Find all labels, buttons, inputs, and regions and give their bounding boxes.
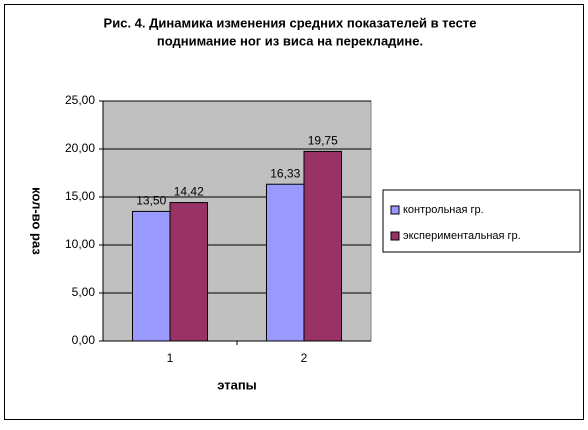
- value-label: 16,33: [270, 166, 300, 180]
- legend-swatch: [390, 205, 400, 215]
- legend-label: экспериментальная гр.: [403, 230, 521, 242]
- y-tick-label: 15,00: [65, 189, 95, 203]
- y-tick-label: 25,00: [65, 93, 95, 107]
- legend-label: контрольная гр.: [403, 204, 484, 216]
- legend-swatch: [390, 231, 400, 241]
- x-axis-label: этапы: [217, 377, 257, 392]
- bar: [169, 202, 209, 342]
- chart-subtitle: поднимание ног из виса на перекладине.: [157, 33, 423, 48]
- bar: [131, 210, 171, 342]
- y-tick-label: 10,00: [65, 237, 95, 251]
- y-tick-label: 5,00: [72, 285, 96, 299]
- y-tick-label: 20,00: [65, 141, 95, 155]
- y-tick-label: 0,00: [72, 333, 96, 347]
- bar: [303, 150, 343, 342]
- value-label: 14,42: [174, 185, 204, 199]
- x-tick-label: 2: [301, 351, 308, 365]
- bar: [265, 183, 305, 342]
- y-axis-label: кол-во раз: [30, 187, 45, 255]
- value-label: 19,75: [308, 134, 338, 148]
- x-tick-label: 1: [167, 351, 174, 365]
- chart-title: Рис. 4. Динамика изменения средних показ…: [104, 15, 477, 30]
- value-label: 13,50: [136, 194, 166, 208]
- legend-box: [382, 189, 581, 253]
